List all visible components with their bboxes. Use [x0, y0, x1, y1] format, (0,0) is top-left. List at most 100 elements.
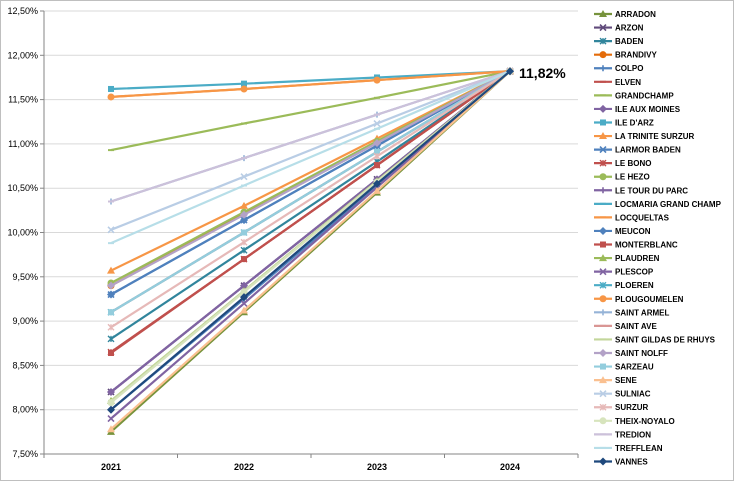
- marker-x: [107, 414, 115, 423]
- marker-star: [599, 403, 607, 411]
- legend-item: LOCQUELTAS: [594, 213, 670, 222]
- marker-circle: [599, 417, 607, 425]
- series-line: [110, 70, 511, 296]
- series-line: [110, 70, 511, 431]
- legend-item: BRANDIVY: [594, 51, 657, 60]
- legend-item: PLOEREN: [594, 281, 654, 290]
- legend-item: SAINT GILDAS DE RHUYS: [594, 335, 716, 344]
- legend-item: GRANDCHAMP: [594, 91, 674, 100]
- marker-square: [241, 80, 247, 87]
- legend-label: ARZON: [615, 24, 644, 33]
- legend-item: ILE AUX MOINES: [594, 104, 681, 114]
- legend-label: PLOUGOUMELEN: [615, 295, 684, 304]
- marker-star: [373, 152, 381, 160]
- marker-diamond: [240, 216, 248, 225]
- marker-triangle: [240, 201, 248, 209]
- legend-label: ILE AUX MOINES: [615, 105, 681, 114]
- marker-square: [600, 241, 606, 248]
- legend-item: SAINT ARMEL: [594, 308, 669, 317]
- marker-diamond: [107, 405, 115, 414]
- series-line: [110, 70, 511, 203]
- y-axis: 7,50% 8,00% 8,50% 9,00% 9,50% 10,00% 10,50% 11,…: [7, 6, 45, 459]
- marker-circle: [240, 85, 248, 93]
- marker-square: [108, 309, 114, 316]
- legend-item: LARMOR BADEN: [594, 146, 681, 155]
- legend-item: SURZUR: [594, 403, 649, 412]
- legend-label: BRANDIVY: [615, 51, 657, 60]
- marker-square: [108, 85, 114, 92]
- marker-square: [600, 363, 606, 370]
- legend-label: LOCMARIA GRAND CHAMP: [615, 200, 722, 209]
- marker-diamond: [373, 139, 381, 148]
- y-tick-label: 10,50%: [7, 183, 38, 193]
- series-line: [110, 70, 511, 354]
- legend-item: MONTERBLANC: [594, 241, 678, 250]
- y-tick-label: 9,00%: [12, 316, 38, 326]
- legend-label: LOCQUELTAS: [615, 213, 670, 222]
- series-line: [110, 70, 511, 340]
- end-value-annotation: 11,82%: [519, 65, 566, 81]
- legend-label: THEIX-NOYALO: [615, 417, 675, 426]
- legend-item: PLESCOP: [594, 268, 654, 277]
- legend-label: SENE: [615, 376, 637, 385]
- x-axis: 2021 2022 2023 2024: [43, 453, 579, 472]
- y-tick-label: 8,00%: [12, 405, 38, 415]
- marker-x: [240, 299, 248, 307]
- marker-star: [107, 323, 115, 331]
- series-line: [110, 70, 511, 245]
- y-tick-label: 10,00%: [7, 228, 38, 238]
- marker-x: [107, 226, 115, 234]
- marker-x: [599, 146, 607, 154]
- legend-label: SULNIAC: [615, 390, 651, 399]
- legend-item: ARRADON: [594, 10, 656, 19]
- marker-circle: [107, 93, 115, 101]
- marker-diamond: [240, 210, 248, 219]
- y-tick-label: 12,50%: [7, 6, 38, 16]
- series-line: [110, 70, 511, 411]
- marker-star: [240, 246, 248, 254]
- legend-item: THEIX-NOYALO: [594, 417, 675, 426]
- marker-triangle: [599, 254, 607, 262]
- legend-item: TREDION: [594, 430, 651, 439]
- series-line: [110, 70, 511, 329]
- x-tick-label: 2023: [367, 462, 387, 472]
- marker-star: [107, 335, 115, 343]
- marker-square: [108, 349, 114, 356]
- marker-diamond: [373, 179, 381, 188]
- legend-label: GRANDCHAMP: [615, 91, 674, 100]
- marker-diamond: [599, 104, 607, 113]
- marker-triangle: [599, 132, 607, 140]
- legend-label: SAINT GILDAS DE RHUYS: [615, 335, 716, 344]
- y-tick-label: 12,00%: [7, 50, 38, 60]
- marker-triangle: [373, 186, 381, 194]
- marker-x: [599, 23, 607, 32]
- marker-circle: [599, 173, 607, 181]
- legend-label: PLESCOP: [615, 268, 654, 277]
- x-tick-label: 2021: [101, 462, 121, 472]
- legend-label: SAINT AVE: [615, 322, 657, 331]
- legend-label: MONTERBLANC: [615, 241, 678, 250]
- legend-item: SARZEAU: [594, 363, 654, 372]
- marker-plus: [600, 65, 606, 72]
- legend-label: PLAUDREN: [615, 254, 660, 263]
- y-tick-label: 8,50%: [12, 360, 38, 370]
- marker-star: [599, 37, 607, 45]
- marker-circle: [373, 76, 381, 84]
- legend-label: LE HEZO: [615, 173, 650, 182]
- legend-item: SULNIAC: [594, 390, 651, 399]
- series-line: [110, 70, 511, 152]
- legend-item: LE BONO: [594, 159, 651, 168]
- marker-x: [599, 268, 607, 276]
- legend-item: ARZON: [594, 24, 644, 33]
- legend-item: BADEN: [594, 37, 644, 46]
- marker-circle: [599, 51, 607, 59]
- marker-square: [374, 162, 380, 169]
- legend-item: SAINT AVE: [594, 322, 657, 331]
- legend-item: ILE D'ARZ: [594, 118, 654, 127]
- legend-label: COLPO: [615, 64, 643, 73]
- legend-label: LE TOUR DU PARC: [615, 186, 688, 195]
- marker-triangle: [599, 376, 607, 384]
- series-33: [107, 67, 514, 414]
- marker-triangle: [107, 425, 115, 433]
- series-line: [110, 70, 511, 91]
